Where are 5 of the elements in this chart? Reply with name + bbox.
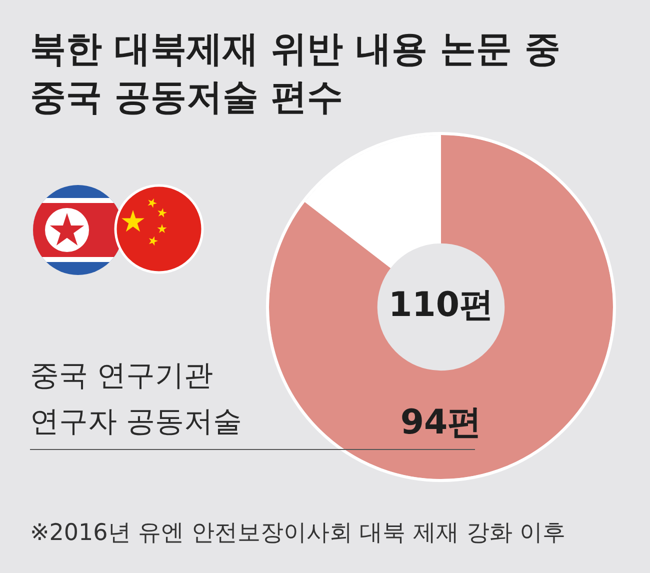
slice-label: 중국 연구기관 연구자 공동저술 — [30, 357, 244, 440]
text: ※2016년 유엔 안전보장이사회 대북 제재 강화 이후 — [30, 519, 566, 548]
data-label: 94편 — [400, 402, 482, 443]
text: 110편 — [388, 284, 494, 325]
chart-title: 북한 대북제재 위반 내용 논문 중 중국 공동저술 편수 — [30, 28, 562, 120]
